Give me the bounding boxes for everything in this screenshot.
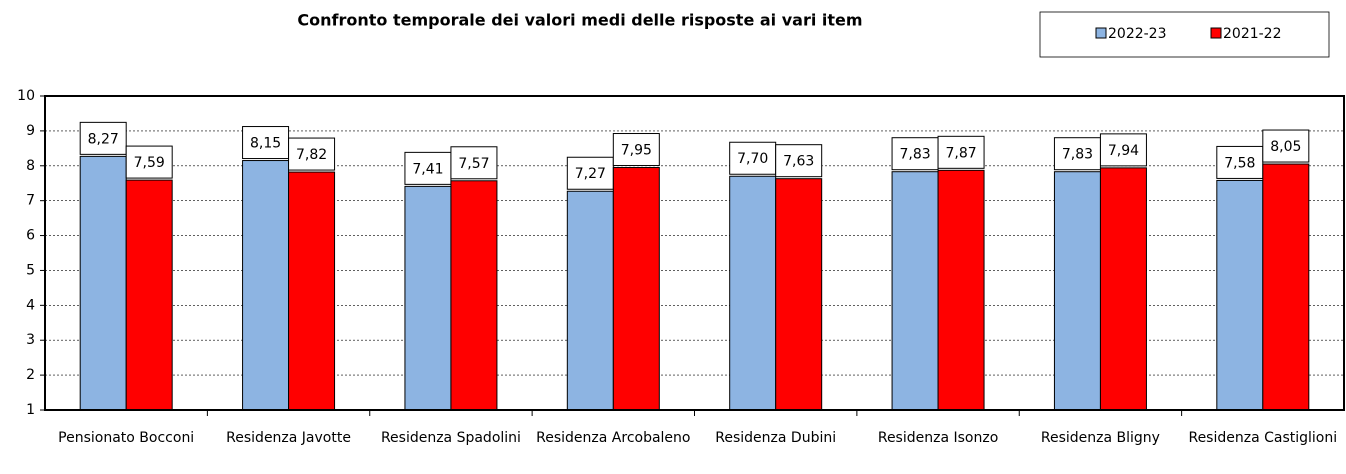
x-tick-label: Residenza Javotte xyxy=(226,430,351,446)
value-label-box xyxy=(891,137,939,171)
bar xyxy=(891,171,939,411)
value-label-box xyxy=(775,144,823,178)
y-tick-label: 10 xyxy=(17,88,35,104)
value-label-box xyxy=(729,141,777,175)
x-tick-label: Residenza Spadolini xyxy=(381,430,521,446)
value-label: 7,95 xyxy=(621,143,652,159)
value-label: 7,41 xyxy=(412,161,443,177)
x-tick-label: Residenza Castiglioni xyxy=(1188,430,1337,446)
value-label: 7,94 xyxy=(1108,143,1139,159)
y-tick-label: 8 xyxy=(26,158,35,174)
chart-title: Confronto temporale dei valori medi dell… xyxy=(297,11,862,30)
bar xyxy=(566,190,614,411)
value-label-box xyxy=(566,156,614,190)
value-label-box xyxy=(937,135,985,169)
bar xyxy=(1216,179,1264,411)
x-tick-label: Residenza Dubini xyxy=(715,430,836,446)
bar xyxy=(775,178,823,411)
y-tick-label: 6 xyxy=(26,228,35,244)
value-label-box xyxy=(288,137,336,171)
value-label-box xyxy=(125,145,173,179)
y-tick-label: 7 xyxy=(26,193,35,209)
bar xyxy=(1053,171,1101,411)
value-label: 7,57 xyxy=(458,156,489,172)
value-label: 7,82 xyxy=(296,147,327,163)
bar xyxy=(125,179,173,411)
value-label: 7,87 xyxy=(945,145,976,161)
value-label: 7,63 xyxy=(783,154,814,170)
bar xyxy=(404,185,452,411)
x-tick-label: Residenza Isonzo xyxy=(878,430,998,446)
bar xyxy=(1099,167,1147,411)
legend-swatch xyxy=(1095,27,1107,39)
value-label-box xyxy=(1216,145,1264,179)
value-label-box xyxy=(404,151,452,185)
x-tick-label: Pensionato Bocconi xyxy=(58,430,194,446)
y-tick-label: 3 xyxy=(26,332,35,348)
y-tick-label: 4 xyxy=(26,297,35,313)
plot-frame xyxy=(44,95,1345,411)
value-label-box xyxy=(1262,129,1310,163)
value-label: 7,83 xyxy=(1062,147,1093,163)
x-tick-label: Residenza Arcobaleno xyxy=(536,430,690,446)
bar xyxy=(242,160,290,411)
value-label-box xyxy=(79,121,127,155)
value-label: 8,27 xyxy=(88,131,119,147)
bar xyxy=(288,171,336,411)
legend-swatch xyxy=(1210,27,1222,39)
y-tick-label: 2 xyxy=(26,367,35,383)
y-tick-label: 1 xyxy=(26,402,35,418)
bar xyxy=(450,180,498,411)
legend-label: 2021-22 xyxy=(1223,26,1282,42)
value-label-box xyxy=(1099,133,1147,167)
value-label: 8,05 xyxy=(1270,139,1301,155)
bar xyxy=(79,155,127,411)
value-label: 7,83 xyxy=(899,147,930,163)
value-label: 7,70 xyxy=(737,151,768,167)
value-label-box xyxy=(612,133,660,167)
bar xyxy=(729,175,777,411)
value-label-box xyxy=(450,146,498,180)
value-label: 7,58 xyxy=(1224,155,1255,171)
legend-box xyxy=(1039,11,1330,58)
value-label-box xyxy=(242,126,290,160)
value-label: 8,15 xyxy=(250,136,281,152)
bar xyxy=(937,169,985,411)
legend-label: 2022-23 xyxy=(1108,26,1167,42)
value-label: 7,27 xyxy=(575,166,606,182)
bar xyxy=(1262,163,1310,411)
bar xyxy=(612,167,660,411)
y-tick-label: 9 xyxy=(26,123,35,139)
y-tick-label: 5 xyxy=(26,262,35,278)
value-label: 7,59 xyxy=(134,155,165,171)
x-tick-label: Residenza Bligny xyxy=(1041,430,1160,446)
